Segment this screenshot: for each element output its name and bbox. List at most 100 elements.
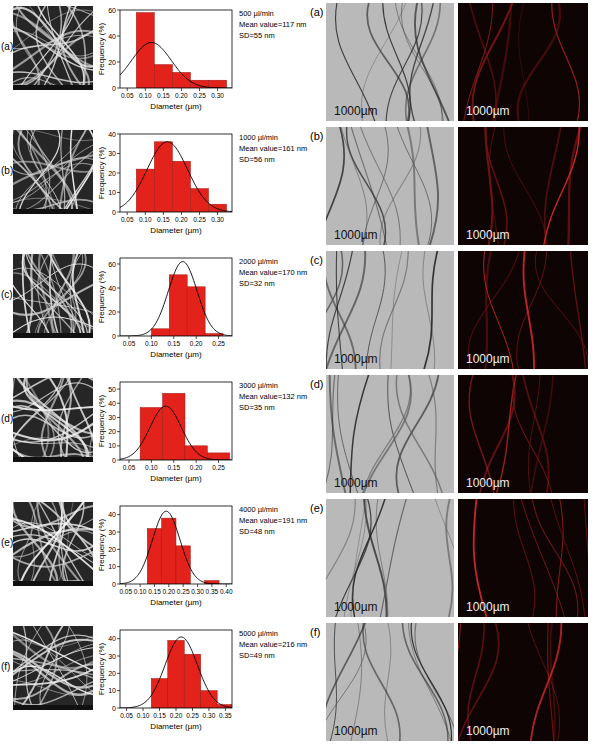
sem-fiber <box>24 254 83 338</box>
plot-marks <box>120 637 232 708</box>
fiber <box>406 127 419 245</box>
x-tick <box>218 336 219 339</box>
y-tick-label: 0 <box>112 581 116 588</box>
annotation: SD=55 nm <box>239 31 275 40</box>
sem-fiber <box>13 31 93 56</box>
x-tick <box>163 212 164 215</box>
sem-fiber <box>22 626 36 710</box>
x-tick-label: 0.10 <box>139 92 152 99</box>
x-tick <box>127 212 128 215</box>
histogram-bar <box>172 72 190 88</box>
histogram-bar <box>147 529 161 584</box>
plot-frame <box>120 10 232 88</box>
sem-info-bar <box>13 457 93 462</box>
fiber <box>422 251 438 369</box>
fluorescent-fiber <box>530 623 561 741</box>
sem-info-bar <box>13 705 93 710</box>
x-tick <box>176 708 177 711</box>
plot-marks <box>120 511 232 584</box>
y-tick <box>117 460 120 461</box>
x-axis-label: Diameter (µm) <box>150 350 202 359</box>
y-tick-label: 30 <box>108 150 116 157</box>
sem-image <box>13 130 93 214</box>
sem-fiber <box>13 666 93 695</box>
y-tick <box>117 88 120 89</box>
fluorescent-fiber <box>513 375 553 493</box>
fluorescent-fiber <box>570 251 586 369</box>
x-axis-label: Diameter (µm) <box>150 102 202 111</box>
x-tick-label: 0.30 <box>211 92 224 99</box>
y-tick <box>117 656 120 657</box>
x-tick <box>196 336 197 339</box>
sem-fiber <box>61 502 93 586</box>
image-background <box>458 623 588 741</box>
sem-fiber <box>18 502 86 586</box>
fiber <box>383 3 411 121</box>
y-tick-label: 40 <box>108 285 116 292</box>
y-tick <box>117 192 120 193</box>
fiber <box>396 375 443 493</box>
x-tick <box>183 584 184 587</box>
y-tick-label: 0 <box>112 705 116 712</box>
fiber <box>395 3 442 121</box>
scale-bar-label: 1000µm <box>334 104 378 118</box>
scale-bar-label: 1000µm <box>466 724 510 738</box>
x-tick-label: 0.30 <box>211 216 224 223</box>
histogram-bar <box>162 518 176 584</box>
y-tick-label: 20 <box>108 59 116 66</box>
x-tick-label: 0.10 <box>134 588 147 595</box>
sem-fiber <box>13 630 93 668</box>
fit-curve <box>120 637 232 708</box>
y-axis-label: Frequency (%) <box>97 518 106 571</box>
sem-fiber <box>68 378 93 462</box>
y-tick-label: 40 <box>108 33 116 40</box>
y-tick-label: 20 <box>108 428 116 435</box>
fluorescent-fiber <box>504 127 548 245</box>
sem-fiber <box>13 415 93 438</box>
y-tick-label: 0 <box>112 333 116 340</box>
x-tick-label: 0.30 <box>203 712 216 719</box>
y-tick-label: 40 <box>108 511 116 518</box>
y-tick <box>117 264 120 265</box>
sem-fiber <box>13 155 93 214</box>
panel-label: (c) <box>310 254 323 266</box>
sem-fiber <box>13 148 93 211</box>
histogram-bar <box>169 275 187 336</box>
y-tick-label: 20 <box>108 309 116 316</box>
sem-image <box>13 378 93 462</box>
histogram-bar <box>151 679 167 708</box>
x-tick <box>208 708 209 711</box>
x-tick <box>173 336 174 339</box>
sem-fiber <box>13 25 93 70</box>
y-axis-label: Frequency (%) <box>97 270 106 323</box>
sem-image <box>13 626 93 710</box>
fiber <box>426 127 438 245</box>
x-tick-label: 0.05 <box>121 216 134 223</box>
sem-fiber <box>13 72 93 82</box>
sem-fiber <box>88 378 93 462</box>
plot-marks <box>120 13 232 88</box>
y-tick-label: 10 <box>108 189 116 196</box>
brightfield-image <box>326 3 454 121</box>
scale-bar-label: 1000µm <box>466 104 510 118</box>
scale-bar-label: 1000µm <box>334 228 378 242</box>
fiber <box>391 251 404 369</box>
annotation: 2000 µl/min <box>239 257 278 266</box>
histogram-bar <box>209 80 227 88</box>
x-tick <box>128 336 129 339</box>
x-tick <box>199 88 200 91</box>
sem-fiber <box>13 505 93 527</box>
y-tick-label: 30 <box>108 653 116 660</box>
fluorescence-image <box>458 499 588 617</box>
sem-fiber <box>13 445 93 462</box>
plot-marks <box>120 262 232 336</box>
annotation: Mean value=191 nm <box>239 516 307 525</box>
brightfield-image <box>326 251 454 369</box>
y-tick <box>117 389 120 390</box>
scale-bar-label: 1000µm <box>466 600 510 614</box>
y-tick-label: 10 <box>108 442 116 449</box>
sem-fiber <box>13 143 93 203</box>
fiber <box>415 623 454 741</box>
fiber <box>415 3 451 121</box>
brightfield-image <box>326 499 454 617</box>
